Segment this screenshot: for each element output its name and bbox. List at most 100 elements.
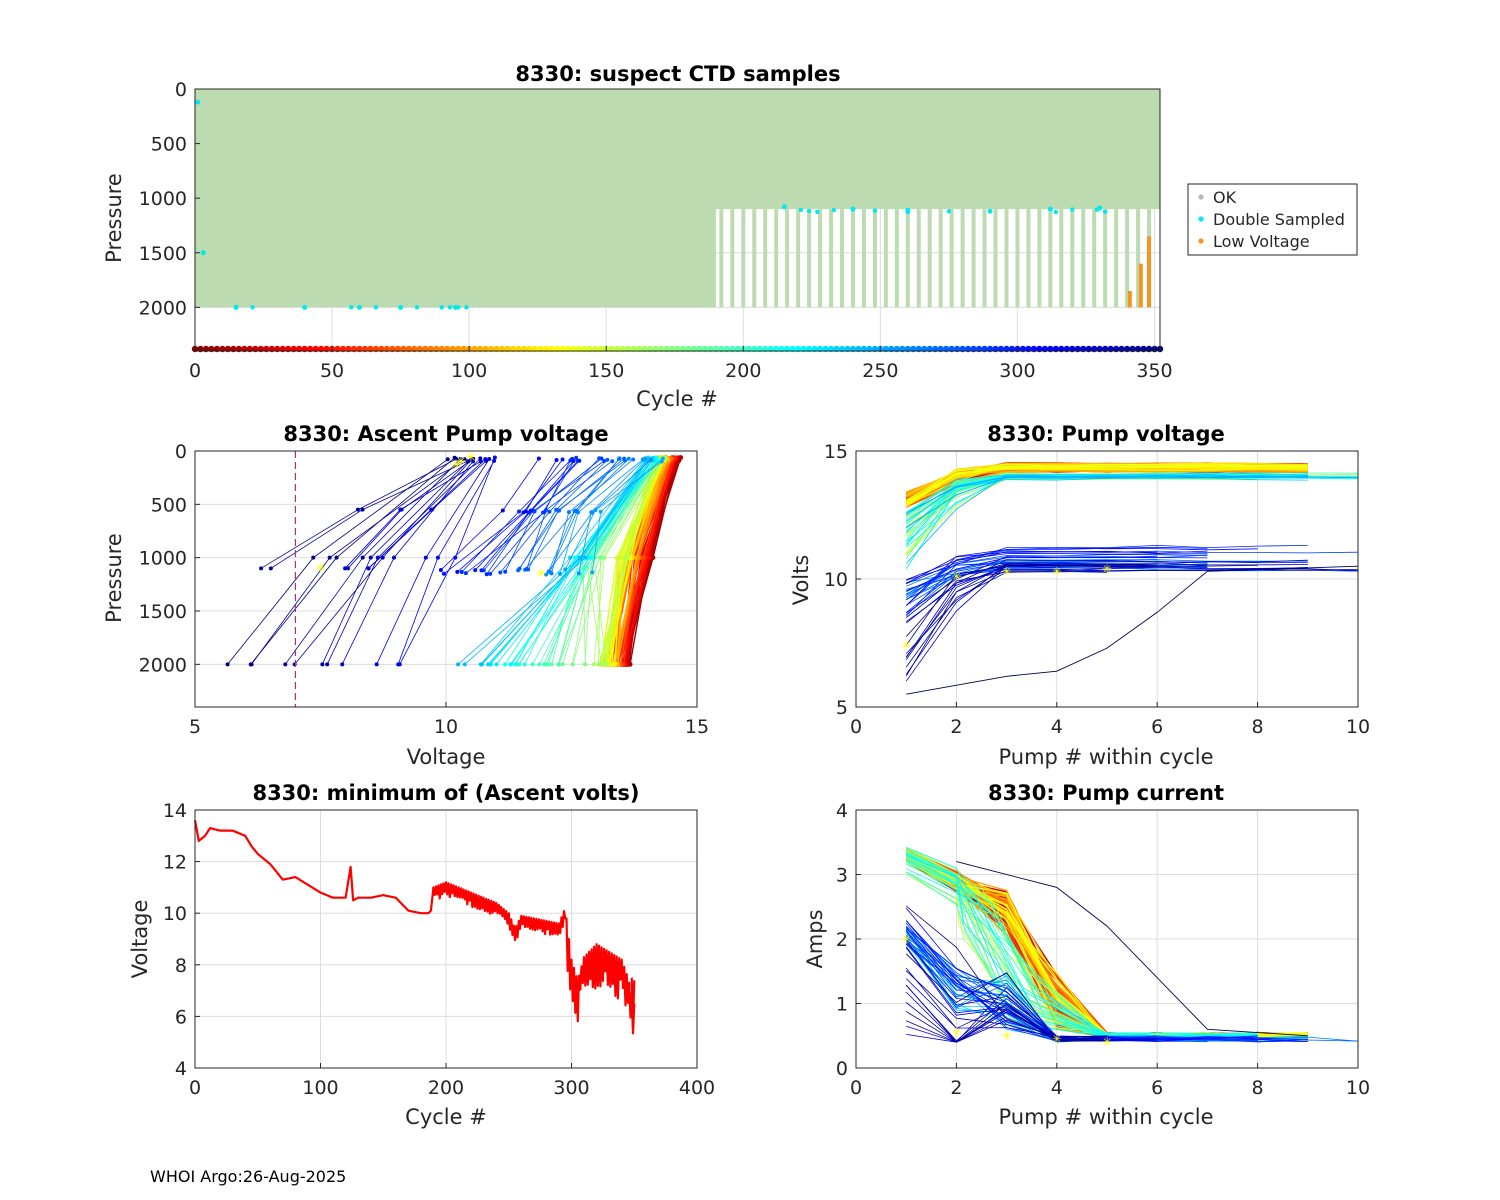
ascent-sample-point	[648, 458, 653, 463]
ascent-sample-point	[583, 555, 588, 560]
ascent-ytick-label: 500	[151, 494, 187, 516]
ascent-xtick-label: 10	[434, 716, 458, 738]
pumpvolt-xtick-label: 2	[950, 716, 962, 738]
ascent-sample-point	[355, 507, 360, 512]
pumpvolt-ytick-label: 5	[836, 697, 848, 719]
pumpvolt-xtick-label: 0	[850, 716, 862, 738]
ascent-sample-point	[633, 555, 639, 561]
ascent-sample-point	[523, 509, 528, 514]
ok-deep-profile-stripe	[883, 209, 888, 308]
pumpvolt-ylabel: Volts	[789, 555, 813, 606]
ascent-sample-point	[334, 555, 339, 560]
pumpvolt-xtick-label: 4	[1051, 716, 1063, 738]
ascent-sample-point	[484, 572, 489, 577]
ascent-sample-point	[396, 662, 401, 667]
ascent-sample-point	[343, 566, 348, 571]
ascent-sample-point	[494, 662, 499, 667]
low-voltage-sample	[1138, 263, 1143, 308]
suspect-ytick-label: 0	[175, 79, 187, 101]
pump-voltage-line	[906, 565, 1359, 695]
pumpcurrent-title: 8330: Pump current	[988, 781, 1224, 805]
suspect-xtick-label: 250	[862, 360, 898, 382]
ascent-sample-point	[466, 458, 471, 463]
double-sampled-point	[987, 208, 993, 214]
ascent-sample-point	[617, 555, 622, 561]
minvolt-ytick-label: 14	[163, 800, 187, 822]
ascent-sample-point	[452, 455, 457, 460]
ascent-sample-point	[311, 555, 316, 560]
pump-voltage-line	[905, 467, 1308, 506]
suspect-ylabel: Pressure	[102, 173, 126, 263]
double-sampled-point	[349, 305, 354, 310]
double-sampled-point	[905, 209, 910, 215]
double-sampled-point	[1053, 209, 1059, 215]
pump-current-star-marker: ✳	[1002, 1029, 1012, 1043]
ascent-sample-point	[492, 458, 497, 463]
ascent-sample-point	[225, 662, 230, 667]
pump-voltage-line	[906, 553, 1208, 581]
ascent-sample-point	[603, 662, 608, 667]
pumpcurrent-ytick-label: 2	[836, 929, 848, 951]
pumpvolt-xtick-label: 10	[1346, 716, 1370, 738]
ascent-sample-point	[577, 555, 582, 560]
ascent-sample-point	[435, 555, 440, 560]
suspect-ytick-label: 1500	[139, 243, 187, 265]
ascent-ytick-label: 1000	[139, 548, 187, 570]
ok-deep-profile-stripe	[1103, 209, 1108, 308]
ascent-sample-point	[557, 571, 562, 576]
pumpcurrent-xtick-label: 0	[850, 1077, 862, 1099]
ascent-sample-point	[360, 555, 365, 560]
suspect-title: 8330: suspect CTD samples	[515, 62, 840, 86]
pumpcurrent-xtick-label: 10	[1346, 1077, 1370, 1099]
legend-label-low-voltage: Low Voltage	[1213, 232, 1310, 251]
ascent-sample-point	[544, 662, 549, 667]
double-sampled-point	[373, 305, 379, 310]
double-sampled-point	[815, 209, 820, 215]
ok-deep-profile-stripe	[850, 209, 855, 308]
ok-deep-profile-stripe	[719, 209, 724, 308]
ok-deep-profile-stripe	[982, 209, 987, 308]
ascent-sample-point	[517, 566, 522, 571]
ascent-sample-point	[517, 509, 522, 514]
double-sampled-point	[357, 305, 362, 310]
ascent-sample-point	[610, 459, 615, 464]
ok-deep-profile-stripe	[1081, 209, 1086, 308]
ascent-sample-point	[549, 662, 554, 667]
minvolt-ytick-label: 10	[163, 903, 187, 925]
legend-marker-double-sampled	[1198, 216, 1204, 222]
ascent-sample-point	[573, 508, 578, 513]
pumpcurrent-xlabel: Pump # within cycle	[999, 1105, 1214, 1129]
pump-current-line	[906, 1019, 1108, 1043]
double-sampled-point	[806, 208, 812, 214]
suspect-xtick-label: 200	[725, 360, 761, 382]
ascent-sample-point	[597, 555, 602, 560]
ascent-sample-point	[456, 662, 461, 667]
legend-box	[1187, 183, 1358, 256]
pump-voltage-star-marker: ✳	[951, 569, 961, 583]
ascent-sample-point	[522, 662, 527, 667]
ascent-sample-point	[292, 662, 297, 667]
ascent-sample-point	[368, 555, 373, 560]
ascent-sample-point	[549, 571, 554, 576]
double-sampled-point	[1094, 207, 1100, 212]
minvolt-ylabel: Voltage	[128, 900, 152, 979]
pumpvolt-ytick-label: 10	[824, 569, 848, 591]
ascent-sample-point	[590, 510, 595, 515]
ascent-sample-point	[503, 569, 508, 574]
ascent-sample-point	[268, 566, 273, 571]
ascent-sample-point	[479, 568, 484, 573]
ascent-sample-point	[502, 662, 507, 667]
ascent-sample-point	[366, 566, 371, 571]
ok-deep-profile-stripe	[1004, 209, 1009, 308]
ascent-sample-point	[554, 507, 559, 512]
ascent-sample-point	[547, 509, 552, 514]
ascent-xtick-label: 15	[685, 716, 709, 738]
ok-deep-profile-stripe	[763, 209, 768, 308]
double-sampled-point	[447, 305, 453, 310]
pump-current-panel: ✳ ✳ ✳ ✳ ✳ 0 2 4 6 8 10 0 1 2 3 4 8330: Pump current Pu…	[803, 781, 1370, 1129]
ascent-sample-point	[462, 457, 467, 462]
ascent-sample-point	[453, 555, 458, 560]
ascent-sample-point	[563, 567, 568, 572]
ascent-sample-point	[599, 456, 604, 461]
